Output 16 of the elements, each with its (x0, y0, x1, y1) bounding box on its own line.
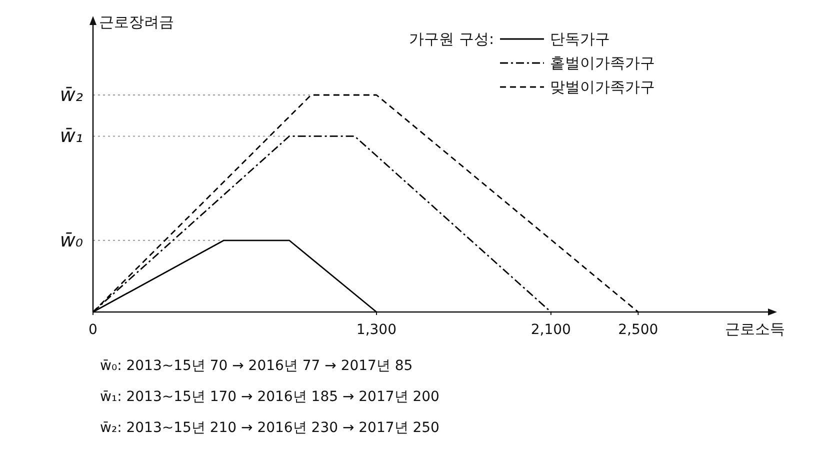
x-tick-label: 1,300 (356, 322, 397, 338)
text: w̄₁: 2013~15년 170 → 2016년 185 → 2017년 200 (100, 389, 440, 405)
y-axis-title: 근로장려금 (99, 13, 174, 31)
x-tick-label: 2,500 (618, 322, 658, 338)
text: w̄₀: 2013~15년 70 → 2016년 77 → 2017년 85 (100, 358, 413, 374)
x-tick-label: 2,100 (530, 322, 571, 338)
legend-label: 단독가구 (550, 30, 610, 48)
legend-label: 홑벌이가족가구 (550, 54, 655, 72)
legend-title: 가구원 구성: (409, 30, 494, 48)
legend-label: 맞벌이가족가구 (550, 78, 655, 96)
ref-line-label: w̄₀ (60, 229, 84, 252)
text: w̄₂: 2013~15년 210 → 2016년 230 → 2017년 250 (100, 420, 440, 436)
x-axis-title: 근로소득 (725, 320, 785, 338)
x-tick-label: 0 (88, 322, 98, 338)
ref-line-label: w̄₁ (60, 125, 83, 148)
ref-line-label: w̄₂ (60, 84, 84, 106)
